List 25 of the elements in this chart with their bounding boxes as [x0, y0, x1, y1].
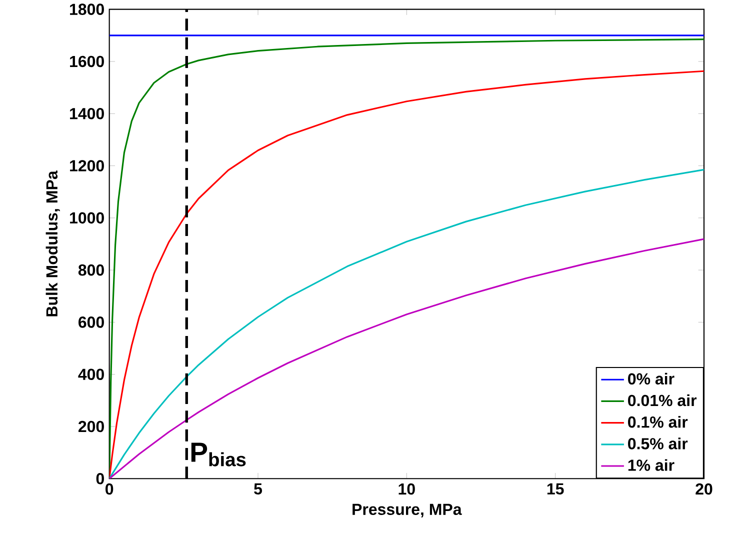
y-tick-label: 200	[78, 420, 104, 432]
line-series	[109, 238, 704, 479]
y-tick-label: 1600	[70, 56, 104, 68]
line-series	[109, 168, 704, 479]
y-tick-label: 400	[78, 368, 104, 380]
legend-label: 0% air	[628, 372, 674, 385]
x-tick-label: 10	[398, 483, 415, 495]
x-tick-label: 15	[547, 483, 564, 495]
y-tick-label: 1400	[70, 108, 104, 120]
y-axis-title: Bulk Modulus, MPa	[46, 170, 60, 316]
y-tick-label: 0	[96, 472, 104, 484]
y-tick-label: 1200	[70, 160, 104, 172]
legend-label: 0.5% air	[628, 438, 688, 450]
x-tick-label: 5	[254, 483, 262, 495]
x-axis-title: Pressure, MPa	[352, 504, 462, 518]
ref-line-label: P$_{bias}$	[191, 442, 246, 466]
legend-label: 0.1% air	[628, 416, 688, 428]
legend-label: 1% air	[628, 459, 674, 471]
y-tick-label: 600	[78, 316, 104, 328]
y-tick-label: 1000	[70, 212, 104, 224]
x-tick-label: 0	[106, 483, 114, 495]
legend-label: 0.01% air	[628, 394, 697, 406]
y-tick-label: 1800	[70, 4, 104, 15]
y-tick-label: 800	[78, 264, 104, 276]
x-tick-label: 20	[696, 483, 712, 495]
